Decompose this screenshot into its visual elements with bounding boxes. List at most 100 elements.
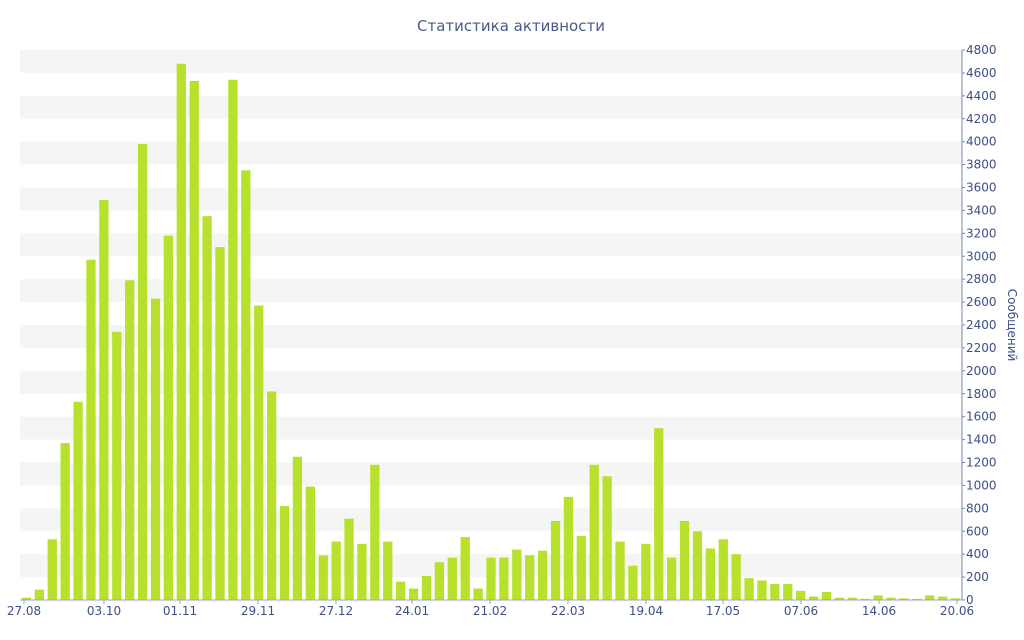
bar <box>60 443 70 600</box>
x-tick-label: 29.11 <box>241 604 275 618</box>
bar <box>537 550 548 600</box>
bar <box>47 539 57 600</box>
y-tick-label: 1800 <box>966 387 997 401</box>
x-tick-label: 14.06 <box>862 604 896 618</box>
y-tick-label: 4000 <box>966 135 997 149</box>
bar <box>847 597 857 600</box>
bar <box>137 143 148 600</box>
grid-band <box>20 279 962 303</box>
bar <box>576 535 586 600</box>
bar <box>925 595 935 600</box>
bar <box>21 597 32 600</box>
grid-bands <box>20 50 962 578</box>
x-tick-label: 21.02 <box>473 604 507 618</box>
bar <box>421 575 432 600</box>
y-tick-label: 3000 <box>966 249 997 263</box>
bar <box>938 596 948 600</box>
bar <box>396 581 406 600</box>
bar <box>512 549 522 600</box>
bar <box>602 476 612 600</box>
y-tick-label: 4600 <box>966 66 997 80</box>
bar <box>705 548 716 600</box>
bar <box>821 591 832 600</box>
bar <box>215 247 225 600</box>
x-tick-label: 20.06 <box>940 604 974 618</box>
bar <box>718 539 728 600</box>
chart-title: Статистика активности <box>417 17 605 35</box>
bar <box>834 597 845 600</box>
bar <box>305 486 315 600</box>
bar <box>408 588 419 600</box>
bar <box>447 557 457 600</box>
bar <box>112 331 122 601</box>
grid-band <box>20 462 962 486</box>
grid-band <box>20 233 962 257</box>
bar <box>692 531 703 600</box>
bar <box>150 298 161 600</box>
bar <box>950 598 961 600</box>
y-tick-label: 4800 <box>966 43 997 57</box>
y-tick-label: 3400 <box>966 203 997 217</box>
grid-band <box>20 141 962 165</box>
bar <box>499 557 509 600</box>
bar <box>292 456 303 600</box>
y-tick-label: 200 <box>966 570 989 584</box>
y-tick-label: 2200 <box>966 341 997 355</box>
grid-band <box>20 50 962 73</box>
bar <box>589 464 599 600</box>
bar <box>279 506 290 600</box>
bar <box>860 598 870 600</box>
grid-band <box>20 370 962 394</box>
bar <box>189 80 199 600</box>
grid-band <box>20 187 962 211</box>
y-tick-label: 1200 <box>966 456 997 470</box>
bar <box>73 401 83 600</box>
y-tick-label: 3600 <box>966 181 997 195</box>
x-tick-label: 24.01 <box>395 604 429 618</box>
bar <box>873 595 883 600</box>
grid-band <box>20 508 962 532</box>
bar <box>163 235 174 601</box>
y-tick-label: 4200 <box>966 112 997 126</box>
bar <box>563 496 574 601</box>
bar <box>344 518 354 600</box>
y-tick-label: 3200 <box>966 226 997 240</box>
bar <box>757 580 767 600</box>
bar <box>34 589 44 600</box>
grid-band <box>20 325 962 348</box>
bar <box>176 63 186 600</box>
bar <box>370 464 380 600</box>
y-tick-label: 1400 <box>966 433 997 447</box>
y-tick-label: 2400 <box>966 318 997 332</box>
x-tick-label: 17.05 <box>706 604 740 618</box>
x-tick-labels: 27.08 03.10 01.11 29.11 27.12 24.01 21.02 22.03… <box>7 600 974 618</box>
bar <box>318 555 328 600</box>
bar <box>125 280 135 600</box>
bar <box>783 583 793 600</box>
bar <box>770 583 780 600</box>
bar <box>808 596 819 600</box>
x-tick-label: 07.06 <box>784 604 818 618</box>
y-tick-label: 3800 <box>966 158 997 172</box>
bar-series <box>21 63 961 601</box>
bar <box>525 555 535 600</box>
bar <box>241 170 251 600</box>
y-tick-label: 2000 <box>966 364 997 378</box>
bar <box>86 259 96 600</box>
bar <box>331 541 341 600</box>
bar <box>202 216 212 600</box>
bar <box>744 578 754 600</box>
y-tick-label: 4400 <box>966 89 997 103</box>
bar <box>434 562 445 600</box>
bar <box>383 541 393 600</box>
grid-band <box>20 416 962 440</box>
x-tick-label: 19.04 <box>629 604 663 618</box>
bar <box>550 520 561 600</box>
y-tick-label: 600 <box>966 524 989 538</box>
x-tick-label: 01.11 <box>163 604 197 618</box>
bar <box>254 305 264 600</box>
bar <box>486 557 496 600</box>
bar <box>679 520 690 600</box>
bar <box>796 590 806 600</box>
y-tick-label: 1600 <box>966 410 997 424</box>
